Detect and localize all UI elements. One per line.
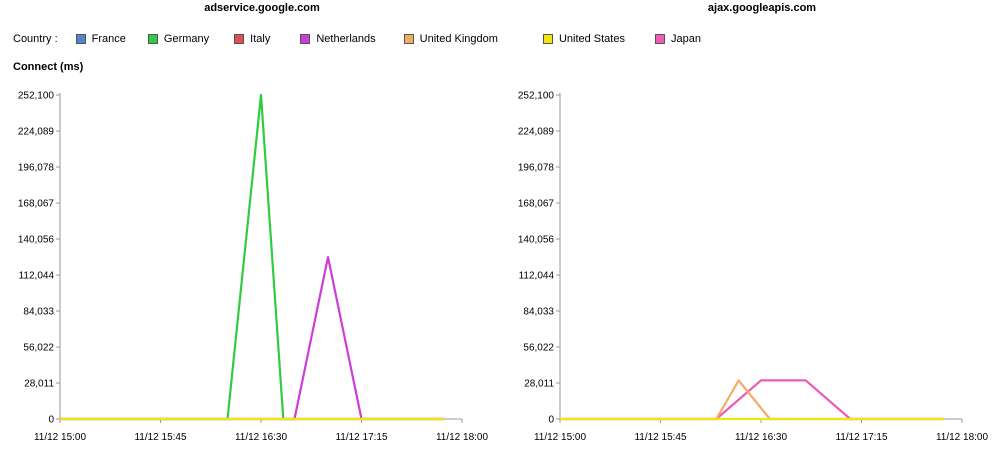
legend-label: Country : xyxy=(13,33,58,45)
legend-item-italy: Italy xyxy=(234,33,270,45)
x-tick-label: 11/12 17:15 xyxy=(835,432,888,443)
y-tick-label: 168,067 xyxy=(518,199,555,210)
x-tick-label: 11/12 18:00 xyxy=(436,432,489,443)
y-tick-label: 252,100 xyxy=(18,91,55,102)
legend-text: Netherlands xyxy=(316,33,376,45)
legend-item-netherlands: Netherlands xyxy=(300,33,376,45)
legend-item-france: France xyxy=(75,33,126,45)
y-tick-label: 196,078 xyxy=(18,163,55,174)
y-tick-label: 224,089 xyxy=(518,127,555,138)
chart-title-left: adservice.google.com xyxy=(204,2,320,14)
x-tick-label: 11/12 15:00 xyxy=(34,432,87,443)
x-tick-label: 11/12 15:00 xyxy=(534,432,587,443)
legend-text: Italy xyxy=(250,33,271,45)
y-tick-label: 140,056 xyxy=(18,235,55,246)
legend-swatch xyxy=(300,34,311,44)
y-tick-label: 0 xyxy=(548,415,554,426)
x-tick-label: 11/12 15:45 xyxy=(634,432,687,443)
x-tick-label: 11/12 18:00 xyxy=(936,432,989,443)
x-tick-label: 11/12 16:30 xyxy=(735,432,788,443)
legend-swatch xyxy=(542,34,553,44)
legend-item-united-kingdom: United Kingdom xyxy=(403,33,498,45)
x-tick-label: 11/12 16:30 xyxy=(235,432,288,443)
legend: Country : France Germany Italy Netherlands U… xyxy=(13,31,701,47)
legend-item-germany: Germany xyxy=(147,33,210,45)
metric-label: Connect (ms) xyxy=(13,61,84,73)
y-tick-label: 28,011 xyxy=(24,379,54,390)
legend-text: Japan xyxy=(670,33,701,45)
y-tick-label: 56,022 xyxy=(23,343,54,354)
legend-swatch xyxy=(147,34,158,44)
legend-items: France Germany Italy Netherlands United King… xyxy=(75,33,701,45)
y-tick-label: 112,044 xyxy=(519,271,555,282)
series-line-germany xyxy=(60,93,445,421)
series-line-united-kingdom xyxy=(560,379,945,421)
legend-swatch xyxy=(234,34,245,44)
line-chart-right: 0 28,011 56,022 84,033 112,044 140,056 168,067… xyxy=(518,91,989,444)
series-line-japan xyxy=(560,379,945,421)
x-tick-label: 11/12 15:45 xyxy=(134,432,187,443)
legend-text: France xyxy=(91,33,126,45)
legend-swatch xyxy=(403,34,414,44)
y-tick-label: 56,022 xyxy=(523,343,554,354)
line-chart-left: 0 28,011 56,022 84,033 112,044 140,056 168,067… xyxy=(18,91,489,444)
y-tick-label: 252,100 xyxy=(518,91,555,102)
y-tick-label: 196,078 xyxy=(518,163,555,174)
legend-text: Germany xyxy=(163,33,210,45)
legend-text: United Kingdom xyxy=(419,33,498,45)
legend-swatch xyxy=(75,34,86,44)
series-line-netherlands xyxy=(60,256,445,421)
chart-title-right: ajax.googleapis.com xyxy=(707,2,817,14)
y-tick-label: 224,089 xyxy=(18,127,55,138)
x-tick-label: 11/12 17:15 xyxy=(335,432,388,443)
y-tick-label: 112,044 xyxy=(19,271,55,282)
y-tick-label: 84,033 xyxy=(23,307,54,318)
y-tick-label: 168,067 xyxy=(18,199,55,210)
legend-item-united-states: United States xyxy=(542,33,625,45)
legend-swatch xyxy=(654,34,665,44)
y-tick-label: 28,011 xyxy=(524,379,554,390)
legend-text: United States xyxy=(558,33,625,45)
y-tick-label: 84,033 xyxy=(523,307,554,318)
y-tick-label: 140,056 xyxy=(518,235,555,246)
legend-item-japan: Japan xyxy=(654,33,701,45)
y-tick-label: 0 xyxy=(48,415,54,426)
